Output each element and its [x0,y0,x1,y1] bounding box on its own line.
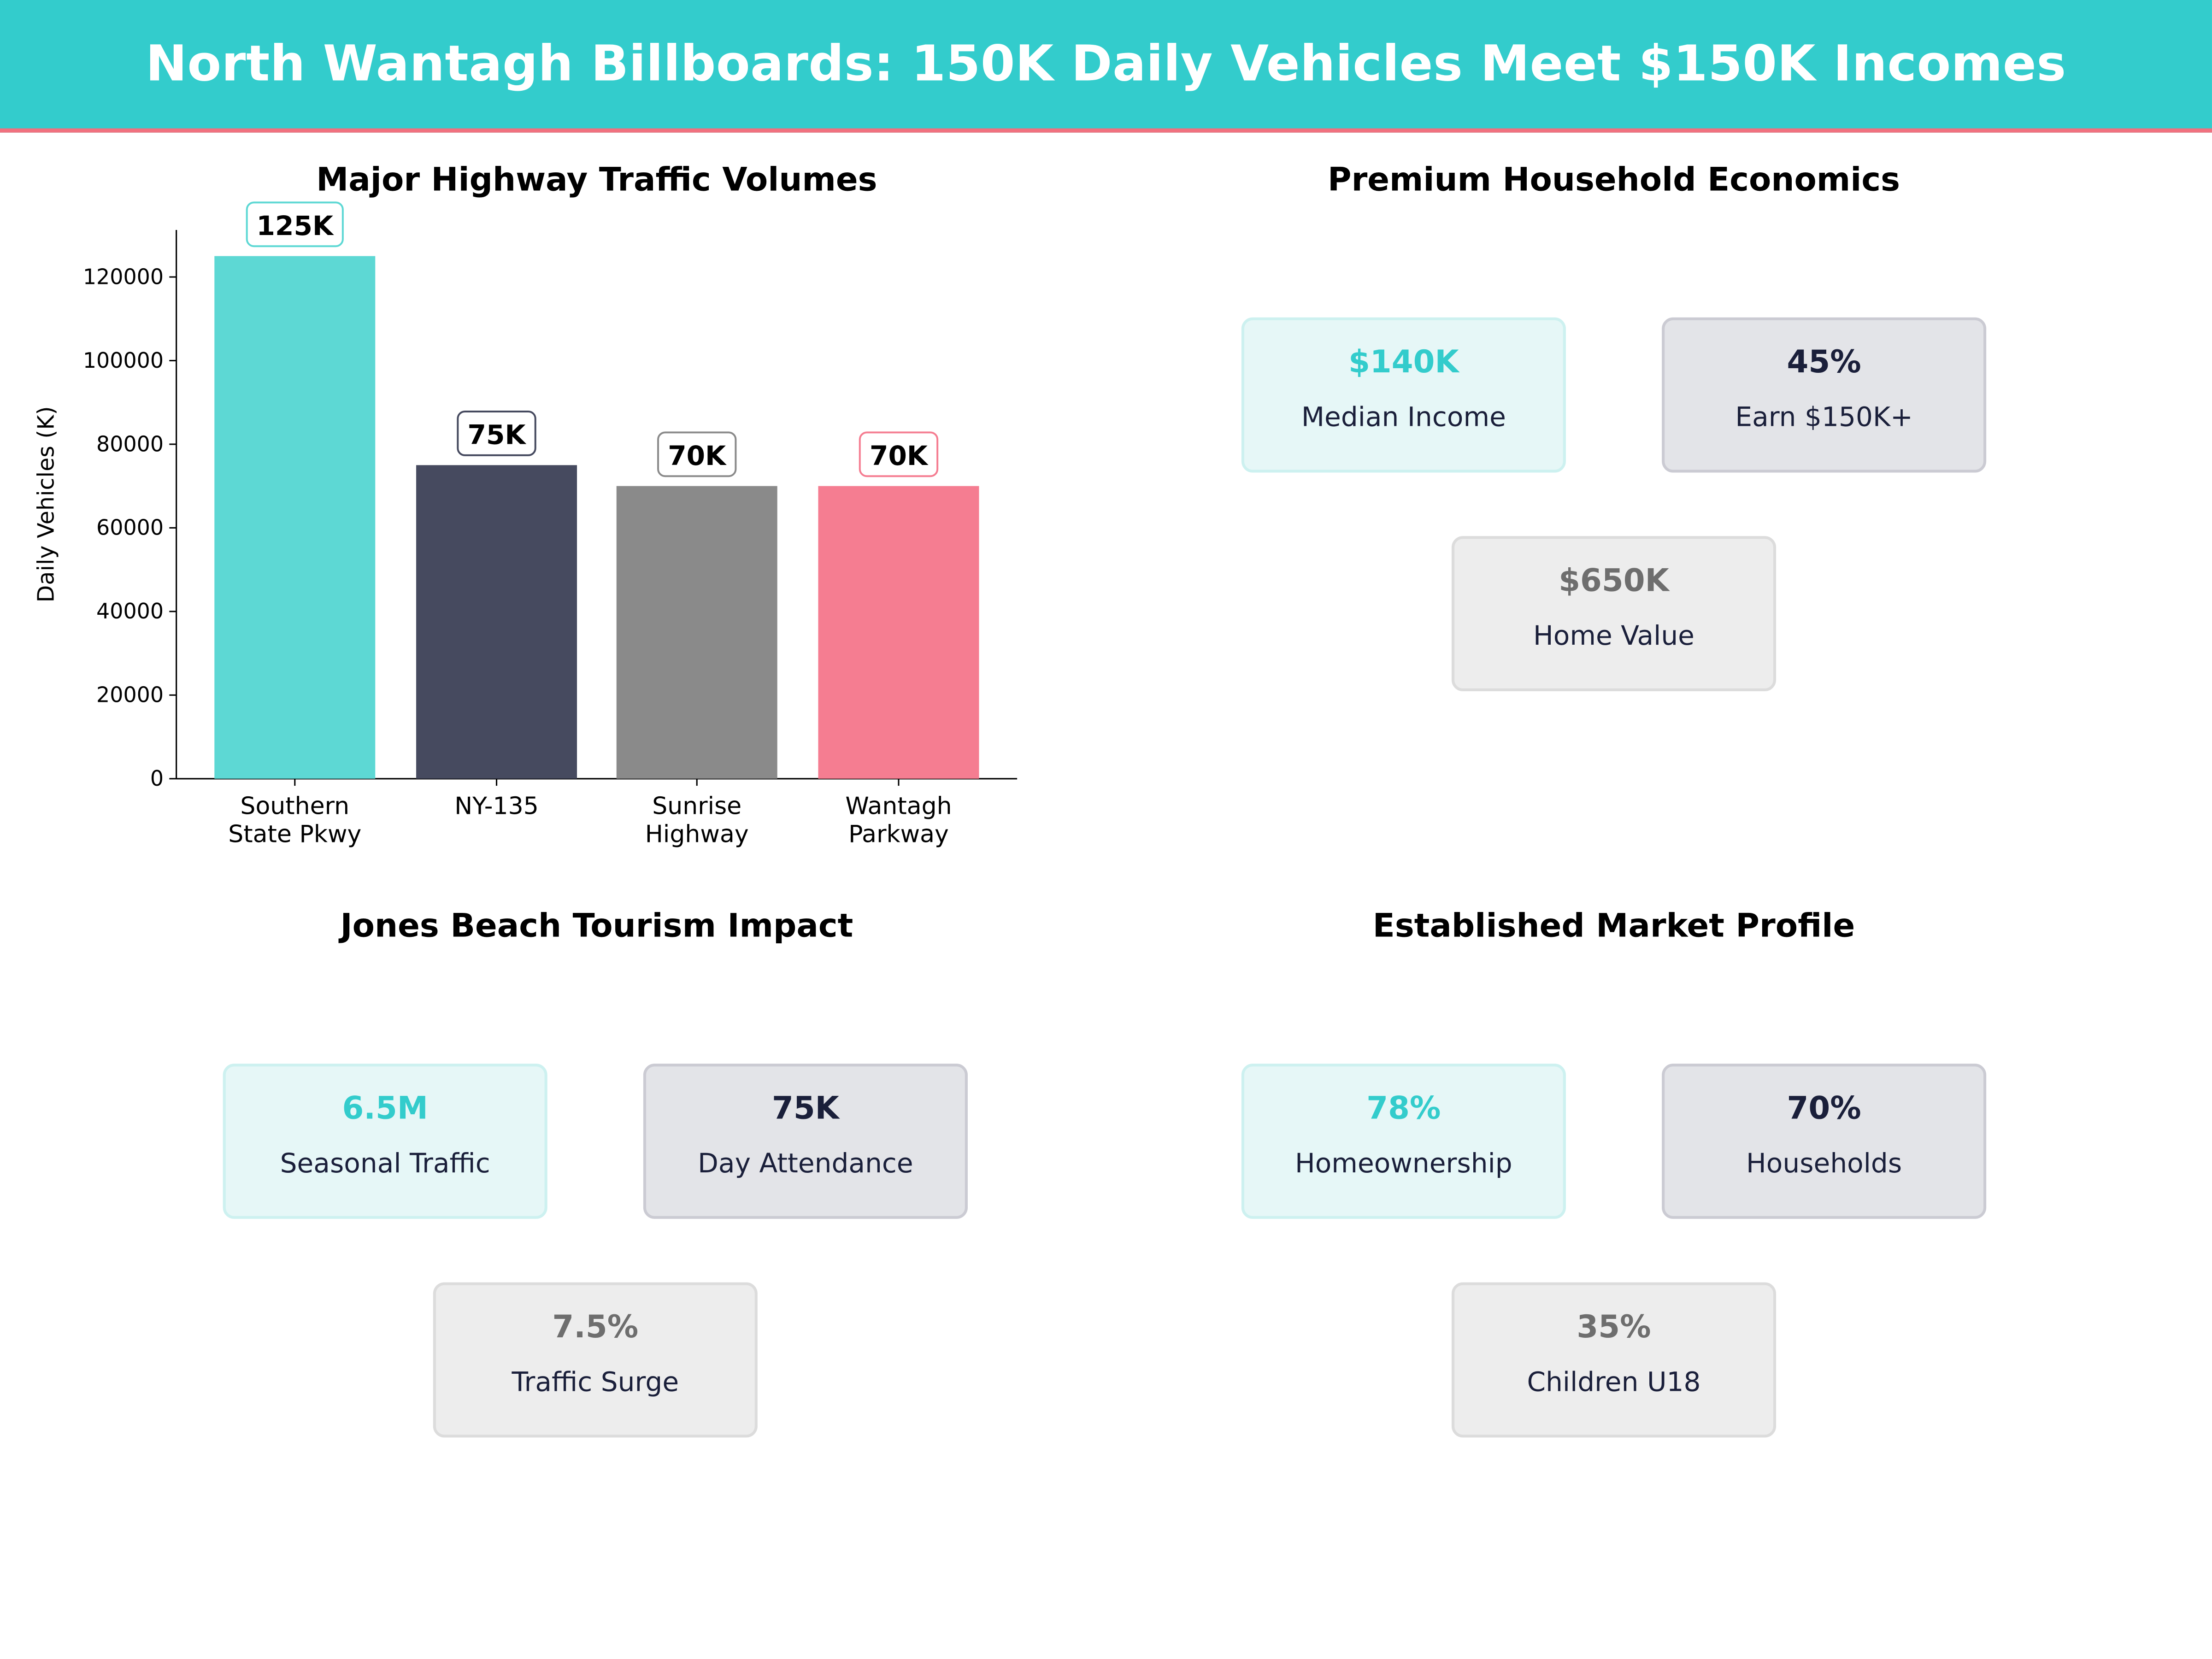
metric-value: $650K [1559,564,1669,600]
page-title: North Wantagh Billboards: 150K Daily Veh… [146,36,2066,93]
metric-card: 6.5M Seasonal Traffic [223,1064,547,1219]
y-tick-label: 120000 [83,264,164,289]
metric-card: 45% Earn $150K+ [1662,317,1987,473]
x-tick-label: NY-135 [454,792,539,820]
data-label-box [859,431,939,477]
metric-card: 78% Homeownership [1241,1064,1566,1219]
metric-card: $650K Home Value [1451,536,1777,691]
metric-value: 70% [1787,1092,1861,1127]
metric-value: 35% [1577,1310,1651,1346]
metric-value: 78% [1366,1092,1441,1127]
metric-label: Seasonal Traffic [280,1148,490,1180]
panel-title: Premium Household Economics [1327,162,1900,199]
bar [416,465,577,779]
data-label: 70K [668,440,727,471]
metric-card: 7.5% Traffic Surge [433,1282,758,1438]
header-banner: North Wantagh Billboards: 150K Daily Veh… [0,0,2212,133]
y-tick-label: 100000 [83,348,164,373]
y-tick-label: 20000 [96,682,164,707]
metric-label: Earn $150K+ [1735,402,1913,433]
data-label-box [657,431,737,477]
metric-label: Day Attendance [698,1148,913,1180]
bar [818,486,979,779]
panel-title: Jones Beach Tourism Impact [340,908,853,946]
traffic-bar-chart: 0 20000 40000 60000 80000 100000 120000 Daily V… [33,201,1018,848]
y-tick-label: 40000 [96,599,164,624]
data-label-box [246,201,344,247]
metric-value: $140K [1348,345,1459,381]
metric-value: 75K [771,1092,839,1127]
metric-label: Traffic Surge [512,1367,679,1398]
metric-label: Children U18 [1527,1367,1701,1398]
y-tick-label: 60000 [96,515,164,540]
x-tick-label: Southern State Pkwy [228,792,361,848]
metric-value: 7.5% [552,1310,639,1346]
metric-label: Households [1746,1148,1902,1180]
x-tick-label: Sunrise Highway [645,792,749,848]
bar [214,256,376,779]
data-label: 70K [870,440,929,471]
metric-label: Home Value [1533,620,1694,652]
metric-value: 45% [1787,345,1861,381]
data-label: 75K [468,419,527,450]
metric-card: 75K Day Attendance [643,1064,968,1219]
metric-card: 70% Households [1662,1064,1987,1219]
metric-label: Median Income [1301,402,1506,433]
panel-title: Established Market Profile [1372,908,1855,946]
bar [616,486,777,779]
y-tick-label: 80000 [96,431,164,456]
metric-card: $140K Median Income [1241,317,1566,473]
y-axis-label: Daily Vehicles (K) [33,406,59,602]
data-label: 125K [257,210,334,241]
chart-title: Major Highway Traffic Volumes [316,162,877,199]
metric-value: 6.5M [342,1092,428,1127]
x-tick-label: Wantagh Parkway [845,792,952,848]
data-label-box [457,411,536,456]
y-tick-label: 0 [150,766,164,791]
metric-label: Homeownership [1294,1148,1512,1180]
metric-card: 35% Children U18 [1451,1282,1777,1438]
